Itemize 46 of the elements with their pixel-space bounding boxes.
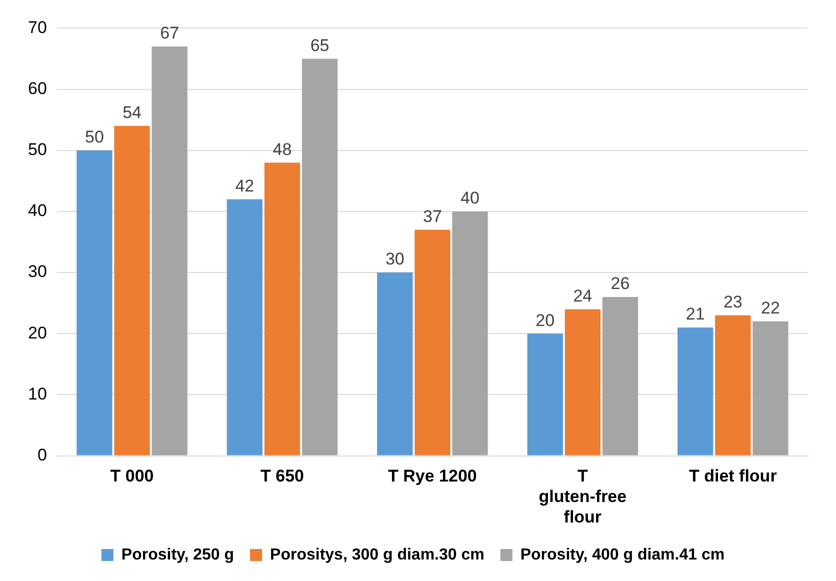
bar [715, 315, 751, 456]
bar [602, 296, 638, 456]
bar [76, 150, 112, 456]
bar [264, 162, 300, 456]
data-label: 30 [385, 250, 404, 269]
x-tick-label: T gluten-free flour [538, 466, 627, 526]
data-label: 50 [85, 128, 104, 147]
data-label: 40 [460, 188, 480, 208]
bar [302, 58, 338, 456]
y-tick-label: 0 [37, 445, 47, 464]
y-tick-label: 70 [28, 18, 47, 37]
bar [414, 230, 450, 456]
bar [527, 334, 563, 456]
data-label: 21 [686, 304, 705, 324]
bar [452, 211, 488, 456]
data-label: 22 [760, 298, 780, 318]
data-label: 37 [422, 206, 442, 226]
data-label: 20 [536, 310, 555, 330]
y-tick-label: 20 [28, 323, 47, 342]
data-label: 54 [122, 103, 142, 122]
data-label: 42 [235, 176, 254, 196]
y-tick-label: 10 [28, 384, 47, 404]
x-tick-label: T diet flour [688, 466, 778, 486]
bar [377, 272, 413, 456]
legend-label: Porosity, 400 g diam.41 cm [520, 546, 725, 564]
y-tick-label: 40 [28, 201, 47, 220]
x-tick-label: T Rye 1200 [388, 466, 477, 486]
x-tick-label: T 650 [260, 466, 304, 486]
y-tick-label: 30 [28, 262, 47, 282]
legend-label: Porosity, 250 g [121, 546, 234, 564]
x-tick-label: T 000 [110, 466, 154, 486]
bar [678, 328, 714, 456]
y-tick-label: 50 [28, 140, 47, 160]
data-label: 48 [272, 140, 292, 159]
bar [226, 199, 263, 456]
data-label: 23 [723, 292, 742, 312]
bar [564, 309, 601, 456]
bar [152, 46, 188, 456]
data-label: 24 [573, 286, 592, 306]
bar [114, 126, 150, 456]
data-label: 65 [310, 36, 330, 55]
legend-label: Porositys, 300 g diam.30 cm [270, 546, 484, 564]
y-tick-label: 60 [28, 78, 47, 98]
data-label: 26 [610, 274, 630, 294]
data-label: 67 [160, 24, 180, 43]
bar [752, 321, 788, 456]
